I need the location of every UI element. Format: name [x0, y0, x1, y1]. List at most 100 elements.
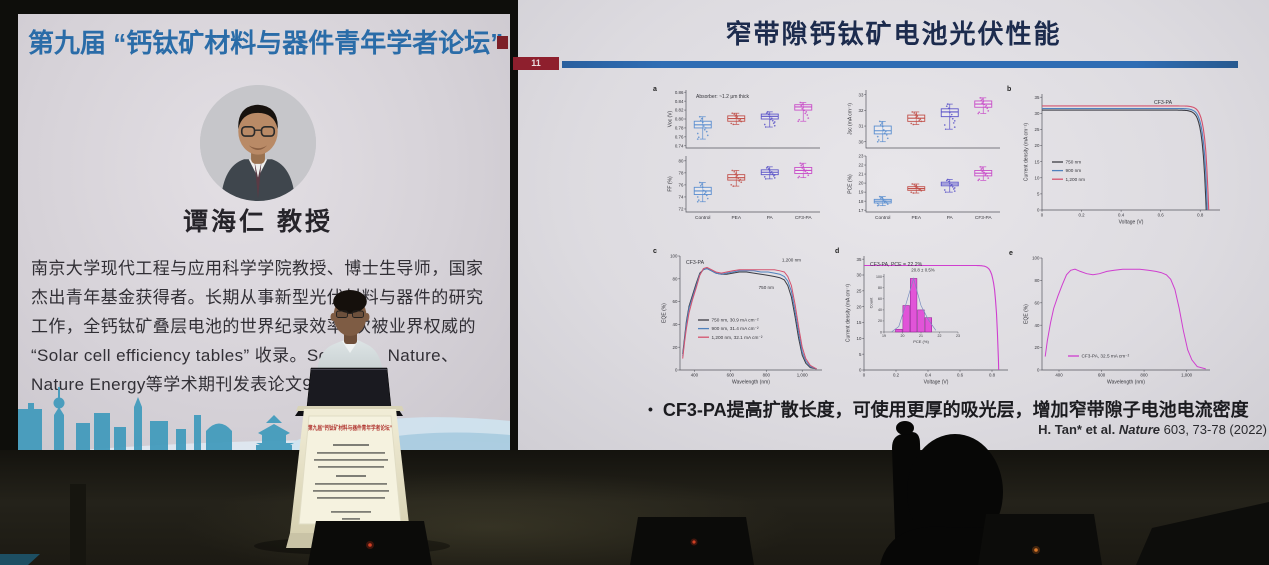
svg-text:d: d — [835, 248, 839, 255]
svg-text:EQE (%): EQE (%) — [662, 303, 668, 323]
svg-text:CF3-PA: CF3-PA — [1154, 100, 1173, 106]
svg-text:750 nm, 30.9 mA cm⁻²: 750 nm, 30.9 mA cm⁻² — [712, 318, 759, 323]
svg-text:0.2: 0.2 — [893, 372, 900, 377]
bullet-marker: • — [648, 401, 653, 417]
svg-text:20: 20 — [1035, 345, 1040, 350]
svg-text:0: 0 — [1041, 212, 1044, 217]
svg-text:40: 40 — [673, 322, 678, 327]
banner-end-marker — [497, 36, 508, 49]
svg-text:0.76: 0.76 — [675, 134, 684, 139]
podium: 第九届“钙钛矿材料与器件青年学者论坛” — [286, 406, 414, 548]
svg-text:CF3-PA: CF3-PA — [975, 215, 993, 221]
svg-text:20: 20 — [901, 334, 905, 338]
svg-text:20: 20 — [857, 304, 862, 309]
svg-text:800: 800 — [1140, 372, 1148, 377]
svg-text:PCE (%): PCE (%) — [848, 174, 854, 194]
svg-text:Control: Control — [875, 215, 890, 221]
svg-text:40: 40 — [1035, 323, 1040, 328]
svg-text:10: 10 — [857, 336, 862, 341]
svg-text:Current density (mA cm⁻²): Current density (mA cm⁻²) — [846, 284, 852, 343]
svg-text:1,200 nm: 1,200 nm — [782, 258, 801, 263]
bullet-text: CF3-PA提高扩散长度，可使用更厚的吸光层，增加窄带隙子电池电流密度 — [662, 400, 1249, 420]
svg-text:0: 0 — [675, 368, 678, 373]
speaker-name: 谭海仁 教授 — [183, 208, 333, 236]
svg-text:20: 20 — [1035, 143, 1040, 148]
figure-panel-a-voc-ff-boxplots: a 0.74 0.76 0.78 0.80 0.82 0.84 0.86 Voc (V) Abso… — [653, 86, 820, 221]
svg-text:900 nm: 900 nm — [1066, 168, 1082, 173]
svg-text:Voltage (V): Voltage (V) — [924, 380, 949, 386]
svg-text:CF3-PA: CF3-PA — [795, 215, 813, 221]
stage-monitor-center — [630, 517, 754, 565]
svg-text:23: 23 — [859, 154, 864, 159]
poster-text-lines — [313, 444, 389, 520]
svg-text:0.74: 0.74 — [675, 143, 684, 148]
svg-text:600: 600 — [727, 372, 735, 377]
svg-text:Voc (V): Voc (V) — [668, 110, 674, 127]
svg-text:18: 18 — [859, 199, 864, 204]
svg-text:74: 74 — [679, 195, 684, 200]
svg-text:30: 30 — [859, 139, 864, 144]
svg-text:20.8 ± 0.5%: 20.8 ± 0.5% — [911, 268, 934, 273]
svg-text:30: 30 — [857, 273, 862, 278]
svg-text:80: 80 — [878, 286, 882, 290]
svg-text:CF3-PA, 32.5 mA cm⁻²: CF3-PA, 32.5 mA cm⁻² — [1082, 354, 1130, 359]
svg-text:35: 35 — [857, 257, 862, 262]
svg-text:0.4: 0.4 — [1118, 212, 1125, 217]
svg-text:PEA: PEA — [731, 215, 741, 221]
svg-text:25: 25 — [857, 288, 862, 293]
bio-line: 杰出青年基金获得者。长期从事新型光伏材料与器件的研究 — [31, 288, 484, 307]
citation-pages: 603, 73-78 (2022) — [1163, 422, 1267, 437]
right-projection-screen: 窄带隙钙钛矿电池光伏性能 11 a 0.74 0.76 0.78 0.8 0 0.8 2 0.8… — [513, 0, 1269, 452]
svg-text:0: 0 — [1037, 208, 1040, 213]
svg-text:Absorber: ~1.2 μm thick: Absorber: ~1.2 μm thick — [696, 94, 750, 100]
svg-text:0: 0 — [859, 368, 862, 373]
svg-text:1,200 nm, 32.1 mA cm⁻²: 1,200 nm, 32.1 mA cm⁻² — [712, 335, 763, 340]
forum-banner-title: 第九届 “钙钛矿材料与器件青年学者论坛” — [28, 28, 504, 58]
svg-text:100: 100 — [1032, 256, 1040, 261]
speaker-bio: 南京大学现代工程与应用科学学院教授、博士生导师，国家 杰出青年基金获得者。长期从… — [31, 254, 501, 399]
svg-text:80: 80 — [1035, 278, 1040, 283]
svg-text:1,000: 1,000 — [797, 372, 809, 377]
slide-number-badge: 11 — [513, 57, 559, 70]
svg-text:60: 60 — [673, 299, 678, 304]
svg-text:0.4: 0.4 — [925, 372, 932, 377]
citation-authors: H. Tan* et al. — [1038, 422, 1116, 437]
slide-title: 窄带隙钙钛矿电池光伏性能 — [725, 19, 1062, 49]
svg-text:0.78: 0.78 — [675, 126, 684, 131]
side-pillar — [70, 484, 86, 565]
stage-monitor-podium — [308, 521, 432, 565]
svg-text:CF3-PA, PCE = 22.2%: CF3-PA, PCE = 22.2% — [870, 262, 923, 268]
svg-text:e: e — [1009, 250, 1013, 257]
svg-text:0.8: 0.8 — [989, 372, 996, 377]
svg-text:600: 600 — [1098, 372, 1106, 377]
svg-text:17: 17 — [859, 208, 864, 213]
svg-text:0.2: 0.2 — [1079, 212, 1086, 217]
svg-text:19: 19 — [859, 190, 864, 195]
svg-text:0.8: 0.8 — [1197, 212, 1204, 217]
figure-panel-d-jv-histogram: d 0 5 10 15 20 25 30 35 0 0.2 0.4 0.6 0.8 Current dens… — [835, 248, 1008, 386]
speaker-glasses — [336, 310, 364, 318]
title-underline — [562, 61, 1238, 68]
svg-text:22: 22 — [938, 334, 942, 338]
svg-text:0: 0 — [863, 372, 866, 377]
svg-text:Jsc (mA cm⁻²): Jsc (mA cm⁻²) — [848, 103, 854, 135]
podium-poster — [298, 415, 402, 525]
svg-text:a: a — [653, 86, 657, 93]
svg-text:0: 0 — [880, 330, 882, 334]
svg-text:PEA: PEA — [911, 215, 921, 221]
svg-text:0.84: 0.84 — [675, 99, 684, 104]
svg-text:FF (%): FF (%) — [668, 176, 674, 192]
figure-panel-c-eqe-spectra: c 0 20 40 60 80 100 400 600 800 1,000 EQE (%) Wavele… — [653, 248, 822, 386]
svg-text:Wavelength (nm): Wavelength (nm) — [732, 380, 770, 386]
svg-text:72: 72 — [679, 207, 684, 212]
bio-line: Nature Energy等学术期刊发表论文9 — [31, 375, 313, 394]
svg-text:EQE (%): EQE (%) — [1024, 304, 1030, 324]
svg-text:30: 30 — [1035, 111, 1040, 116]
svg-text:100: 100 — [876, 275, 882, 279]
stage-monitor-right-far — [1136, 502, 1269, 565]
svg-text:33: 33 — [859, 92, 864, 97]
svg-text:35: 35 — [1035, 95, 1040, 100]
svg-text:0.6: 0.6 — [1158, 212, 1165, 217]
